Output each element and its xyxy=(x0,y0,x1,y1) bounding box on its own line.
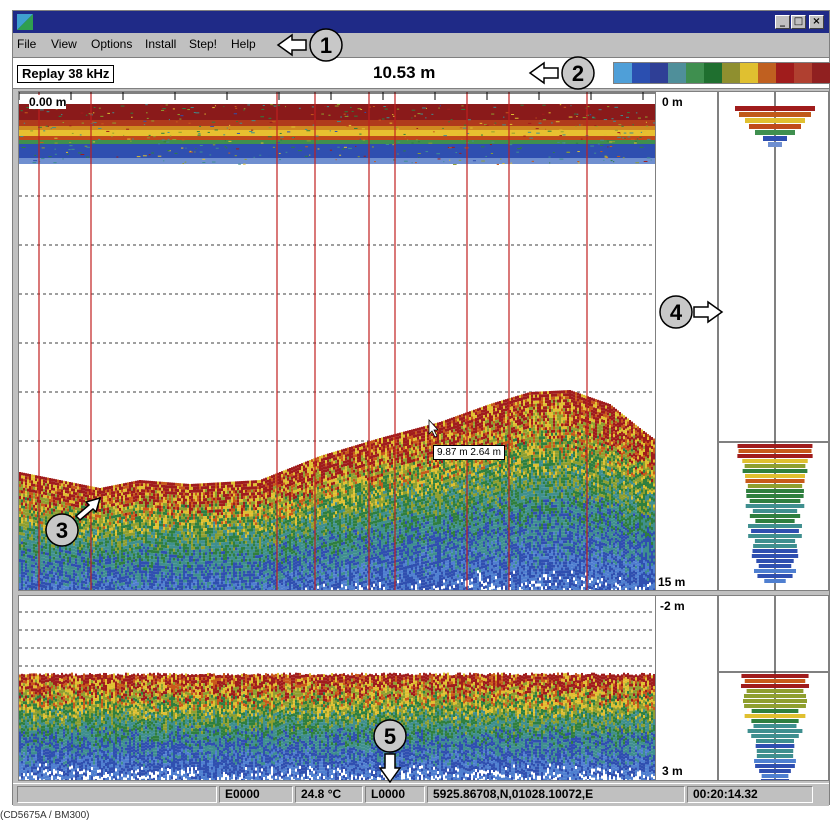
minimize-button[interactable]: _ xyxy=(775,15,790,29)
bottom-lock-panel[interactable] xyxy=(18,595,656,781)
app-logo-icon xyxy=(17,14,33,30)
callout-2: 2 xyxy=(528,56,595,90)
bottom-histogram-panel xyxy=(718,595,829,781)
echogram-canvas xyxy=(19,92,655,590)
status-event: E0000 xyxy=(219,786,293,803)
menu-options[interactable]: Options xyxy=(91,37,132,51)
status-bar: E0000 24.8 °C L0000 5925.86708,N,01028.1… xyxy=(13,783,829,806)
bottom-depth-label: 15 m xyxy=(658,575,685,589)
menu-help[interactable]: Help xyxy=(231,37,256,51)
histogram-canvas xyxy=(719,92,828,590)
color-scale xyxy=(613,62,830,84)
bottom-depth-scale: -2 m 3 m xyxy=(656,595,718,781)
status-log: L0000 xyxy=(365,786,425,803)
maximize-button[interactable]: □ xyxy=(791,15,806,29)
top-depth-label: 0 m xyxy=(662,95,683,109)
cursor-readout: 9.87 m 2.64 m xyxy=(433,445,505,460)
menu-file[interactable]: File xyxy=(17,37,36,51)
status-position: 5925.86708,N,01028.10072,E xyxy=(427,786,685,803)
status-empty-field xyxy=(17,786,217,803)
application-window: _ □ × File View Options Install Step! He… xyxy=(12,10,830,806)
figure-caption: (CD5675A / BM300) xyxy=(0,810,90,821)
close-button[interactable]: × xyxy=(809,15,824,29)
status-time: 00:20:14.32 xyxy=(687,786,813,803)
depth-scale-panel: 0 m 15 m xyxy=(656,91,718,591)
bottom-bottom-depth-label: 3 m xyxy=(662,764,683,778)
mode-label: Replay 38 kHz xyxy=(17,65,115,83)
callout-5: 5 xyxy=(373,719,407,784)
menu-view[interactable]: View xyxy=(51,37,77,51)
bottom-top-depth-label: -2 m xyxy=(660,599,685,613)
bottom-lock-canvas xyxy=(19,611,655,780)
title-bar[interactable]: _ □ × xyxy=(13,11,829,33)
callout-1: 1 xyxy=(276,28,343,62)
callout-3: 3 xyxy=(45,496,102,547)
menu-step[interactable]: Step! xyxy=(189,37,217,51)
bottom-histogram-canvas xyxy=(719,596,828,780)
range-label: 0.00 m xyxy=(29,95,67,109)
histogram-panel xyxy=(718,91,829,591)
info-bar: Replay 38 kHz 10.53 m xyxy=(13,57,830,89)
menu-bar: File View Options Install Step! Help xyxy=(13,33,829,55)
status-temperature: 24.8 °C xyxy=(295,786,363,803)
current-depth-readout: 10.53 m xyxy=(373,63,435,83)
callout-4: 4 xyxy=(659,295,724,329)
echogram-panel[interactable]: 0.00 m 9.87 m 2.64 m xyxy=(18,91,656,591)
menu-install[interactable]: Install xyxy=(145,37,176,51)
